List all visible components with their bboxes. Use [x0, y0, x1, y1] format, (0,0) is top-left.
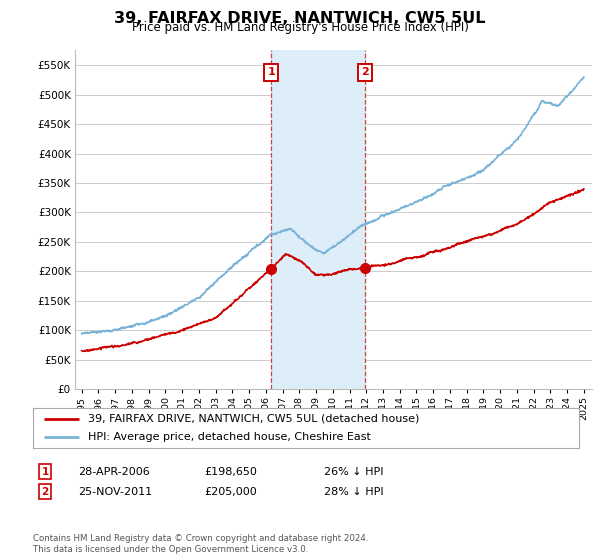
Bar: [271, 50, 365, 389]
Text: 2: 2: [41, 487, 49, 497]
Text: 1: 1: [267, 67, 275, 77]
Text: £198,650: £198,650: [204, 466, 257, 477]
Text: Contains HM Land Registry data © Crown copyright and database right 2024.
This d: Contains HM Land Registry data © Crown c…: [33, 534, 368, 554]
Text: 28-APR-2006: 28-APR-2006: [78, 466, 150, 477]
Text: 2: 2: [361, 67, 368, 77]
Text: £205,000: £205,000: [204, 487, 257, 497]
Text: 28% ↓ HPI: 28% ↓ HPI: [324, 487, 383, 497]
Text: HPI: Average price, detached house, Cheshire East: HPI: Average price, detached house, Ches…: [88, 432, 370, 442]
Text: 39, FAIRFAX DRIVE, NANTWICH, CW5 5UL: 39, FAIRFAX DRIVE, NANTWICH, CW5 5UL: [114, 11, 486, 26]
Text: 26% ↓ HPI: 26% ↓ HPI: [324, 466, 383, 477]
Text: 1: 1: [41, 466, 49, 477]
Text: 25-NOV-2011: 25-NOV-2011: [78, 487, 152, 497]
Text: 39, FAIRFAX DRIVE, NANTWICH, CW5 5UL (detached house): 39, FAIRFAX DRIVE, NANTWICH, CW5 5UL (de…: [88, 414, 419, 423]
Text: Price paid vs. HM Land Registry's House Price Index (HPI): Price paid vs. HM Land Registry's House …: [131, 21, 469, 34]
